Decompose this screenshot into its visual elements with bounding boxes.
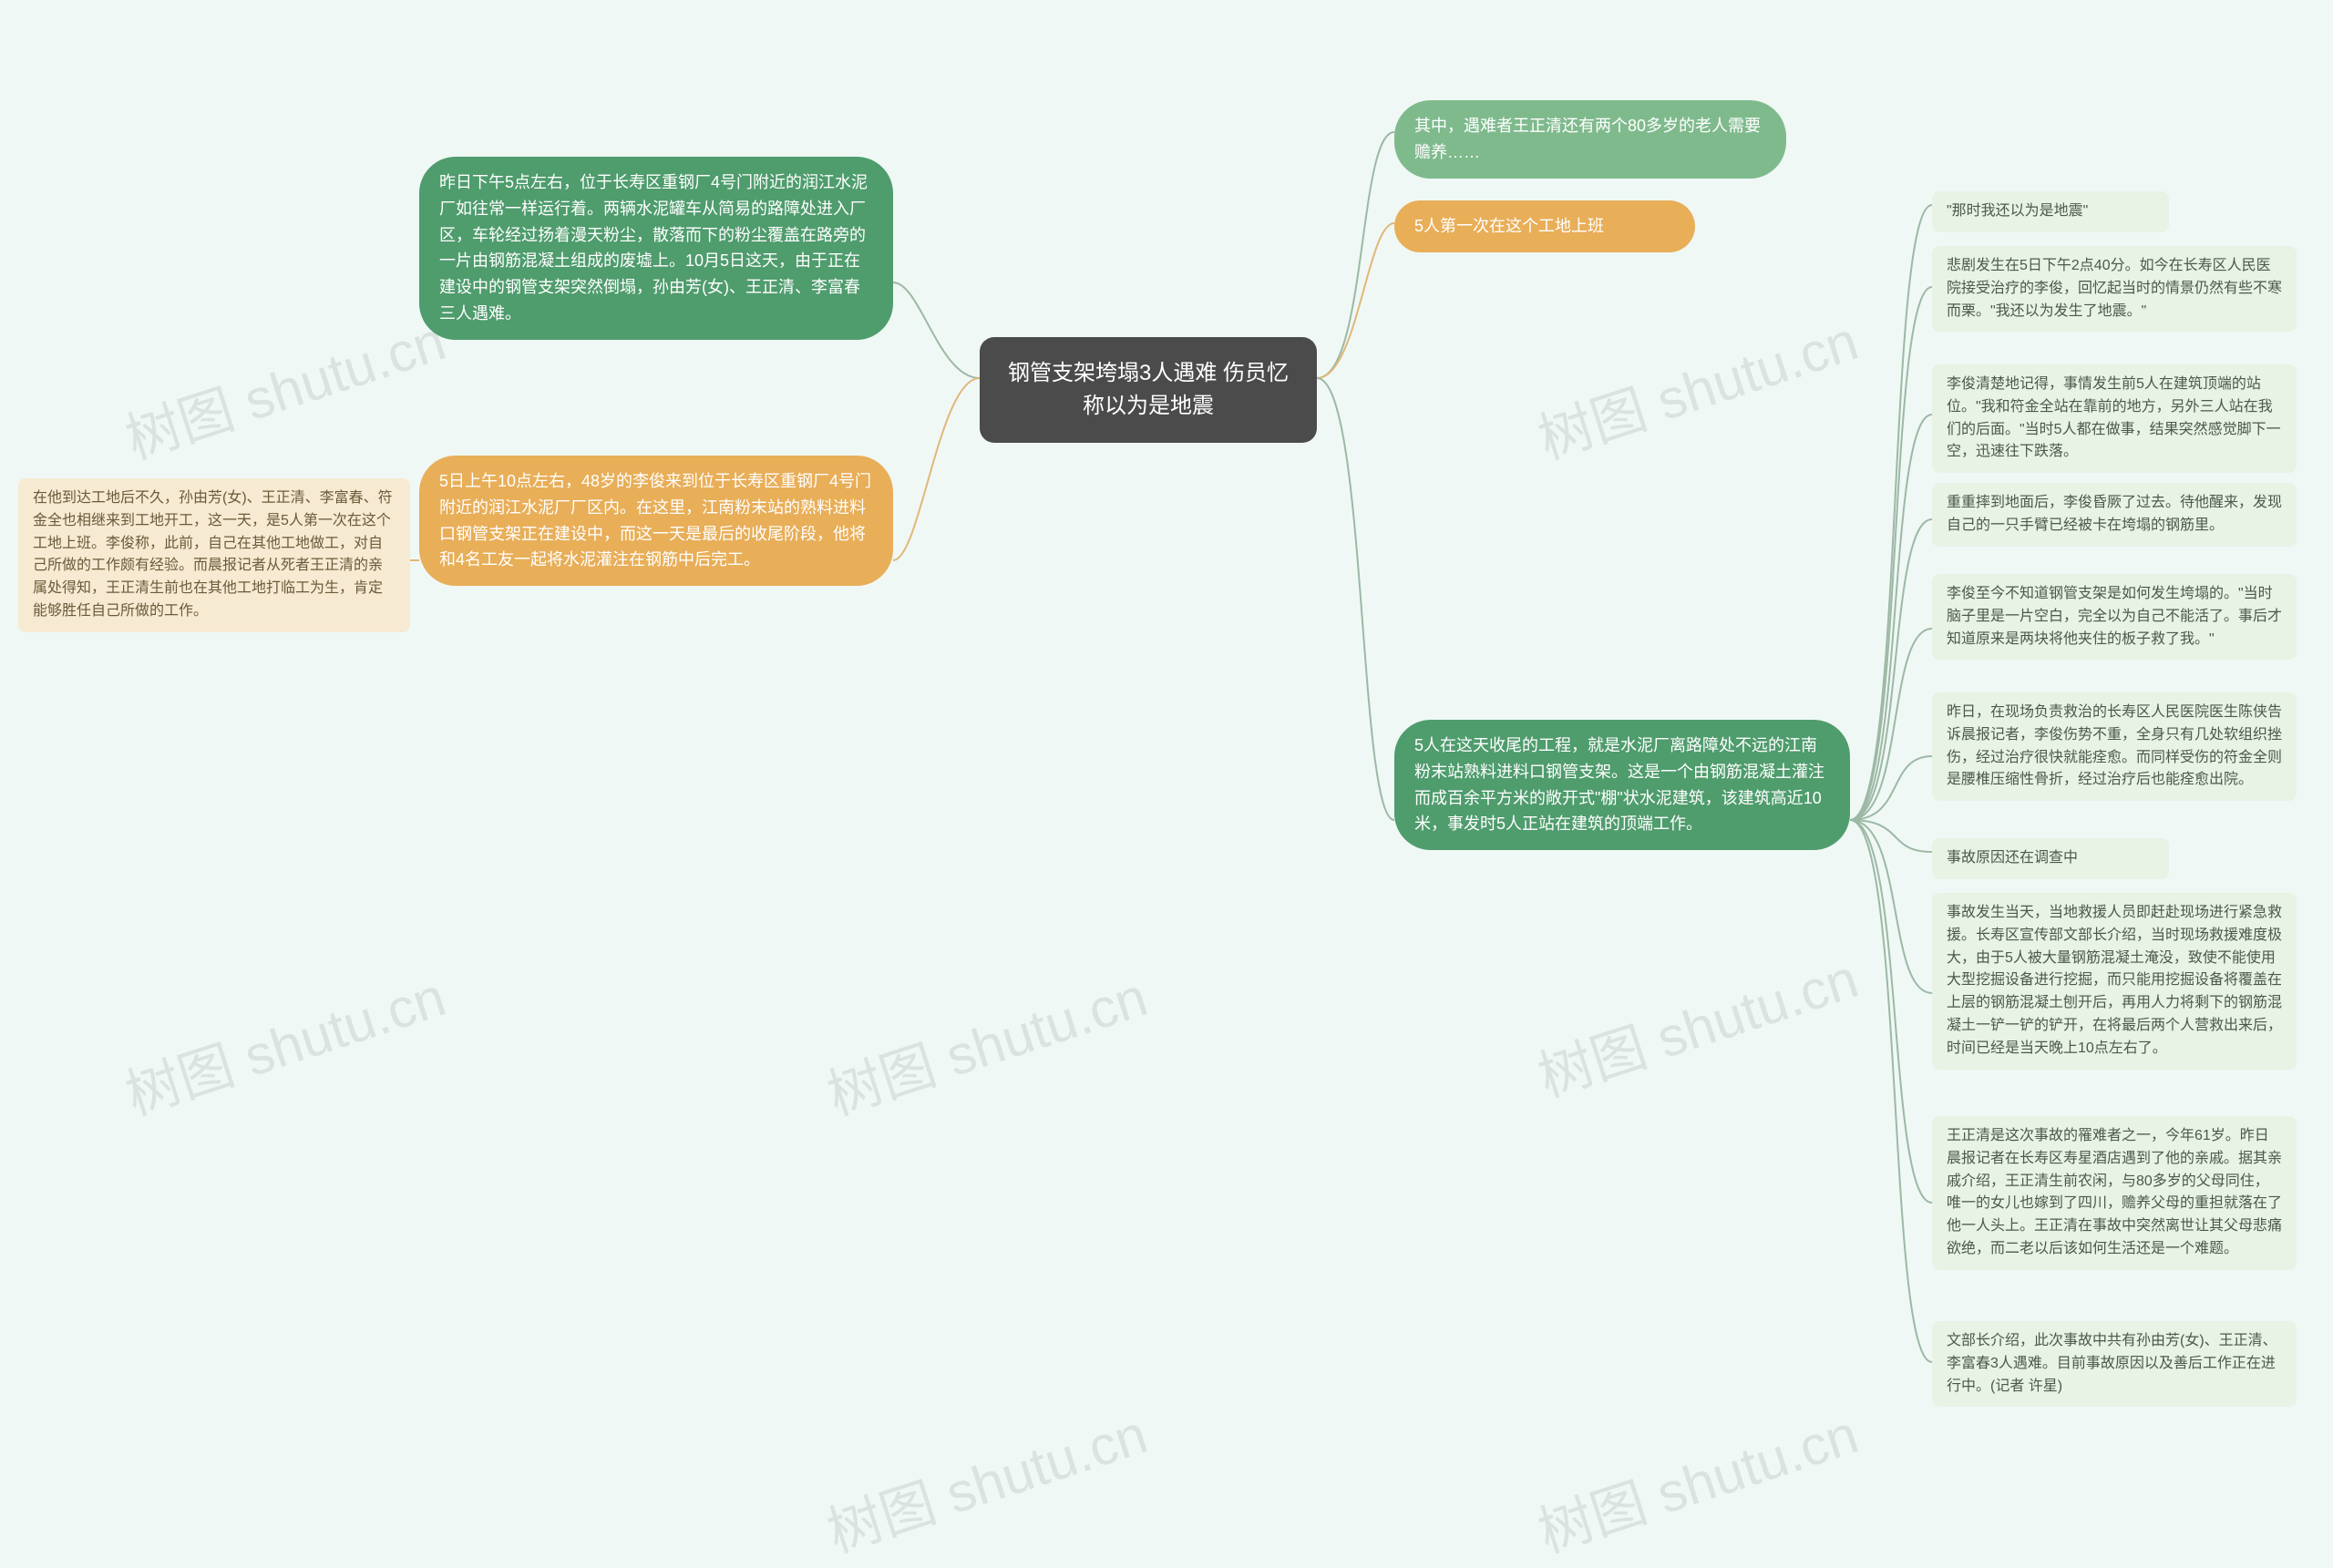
- right-node-2-text: 5人第一次在这个工地上班: [1414, 217, 1604, 235]
- watermark: 树图 shutu.cn: [114, 953, 454, 1131]
- leaf-node: 李俊至今不知道钢管支架是如何发生垮塌的。"当时脑子里是一片空白，完全以为自己不能…: [1932, 574, 2297, 660]
- watermark: 树图 shutu.cn: [1526, 1390, 1866, 1568]
- right-node-3: 5人在这天收尾的工程，就是水泥厂离路障处不远的江南粉末站熟料进料口钢管支架。这是…: [1394, 720, 1850, 850]
- right-node-1: 其中，遇难者王正清还有两个80多岁的老人需要赡养……: [1394, 100, 1786, 179]
- right-node-3-text: 5人在这天收尾的工程，就是水泥厂离路障处不远的江南粉末站熟料进料口钢管支架。这是…: [1414, 736, 1824, 833]
- watermark: 树图 shutu.cn: [1526, 297, 1866, 475]
- watermark: 树图 shutu.cn: [816, 953, 1156, 1131]
- leaf-node: 王正清是这次事故的罹难者之一，今年61岁。昨日晨报记者在长寿区寿星酒店遇到了他的…: [1932, 1116, 2297, 1270]
- watermark: 树图 shutu.cn: [816, 1390, 1156, 1568]
- right-node-1-text: 其中，遇难者王正清还有两个80多岁的老人需要赡养……: [1414, 117, 1761, 161]
- leaf-node: 昨日，在现场负责救治的长寿区人民医院医生陈侠告诉晨报记者，李俊伤势不重，全身只有…: [1932, 692, 2297, 801]
- left-node-2-child-text: 在他到达工地后不久，孙由芳(女)、王正清、李富春、符金全也相继来到工地开工，这一…: [33, 490, 393, 619]
- leaf-node: "那时我还以为是地震": [1932, 191, 2169, 232]
- leaf-node: 重重摔到地面后，李俊昏厥了过去。待他醒来，发现自己的一只手臂已经被卡在垮塌的钢筋…: [1932, 483, 2297, 547]
- leaf-node: 悲剧发生在5日下午2点40分。如今在长寿区人民医院接受治疗的李俊，回忆起当时的情…: [1932, 246, 2297, 332]
- left-node-1-text: 昨日下午5点左右，位于长寿区重钢厂4号门附近的润江水泥厂如往常一样运行着。两辆水…: [439, 173, 868, 323]
- watermark: 树图 shutu.cn: [114, 297, 454, 475]
- leaf-node: 事故原因还在调查中: [1932, 838, 2169, 879]
- right-node-2: 5人第一次在这个工地上班: [1394, 200, 1695, 252]
- left-node-2: 5日上午10点左右，48岁的李俊来到位于长寿区重钢厂4号门附近的润江水泥厂厂区内…: [419, 456, 893, 586]
- left-node-2-child: 在他到达工地后不久，孙由芳(女)、王正清、李富春、符金全也相继来到工地开工，这一…: [18, 478, 410, 632]
- mindmap-canvas: 钢管支架垮塌3人遇难 伤员忆称以为是地震 昨日下午5点左右，位于长寿区重钢厂4号…: [0, 0, 2333, 1566]
- watermark: 树图 shutu.cn: [1526, 935, 1866, 1112]
- leaf-node: 事故发生当天，当地救援人员即赶赴现场进行紧急救援。长寿区宣传部文部长介绍，当时现…: [1932, 893, 2297, 1070]
- leaf-node: 李俊清楚地记得，事情发生前5人在建筑顶端的站位。"我和符金全站在靠前的地方，另外…: [1932, 364, 2297, 473]
- center-text: 钢管支架垮塌3人遇难 伤员忆称以为是地震: [1008, 361, 1289, 418]
- leaf-node: 文部长介绍，此次事故中共有孙由芳(女)、王正清、李富春3人遇难。目前事故原因以及…: [1932, 1321, 2297, 1407]
- center-node: 钢管支架垮塌3人遇难 伤员忆称以为是地震: [980, 337, 1317, 443]
- left-node-2-text: 5日上午10点左右，48岁的李俊来到位于长寿区重钢厂4号门附近的润江水泥厂厂区内…: [439, 472, 871, 569]
- left-node-1: 昨日下午5点左右，位于长寿区重钢厂4号门附近的润江水泥厂如往常一样运行着。两辆水…: [419, 157, 893, 340]
